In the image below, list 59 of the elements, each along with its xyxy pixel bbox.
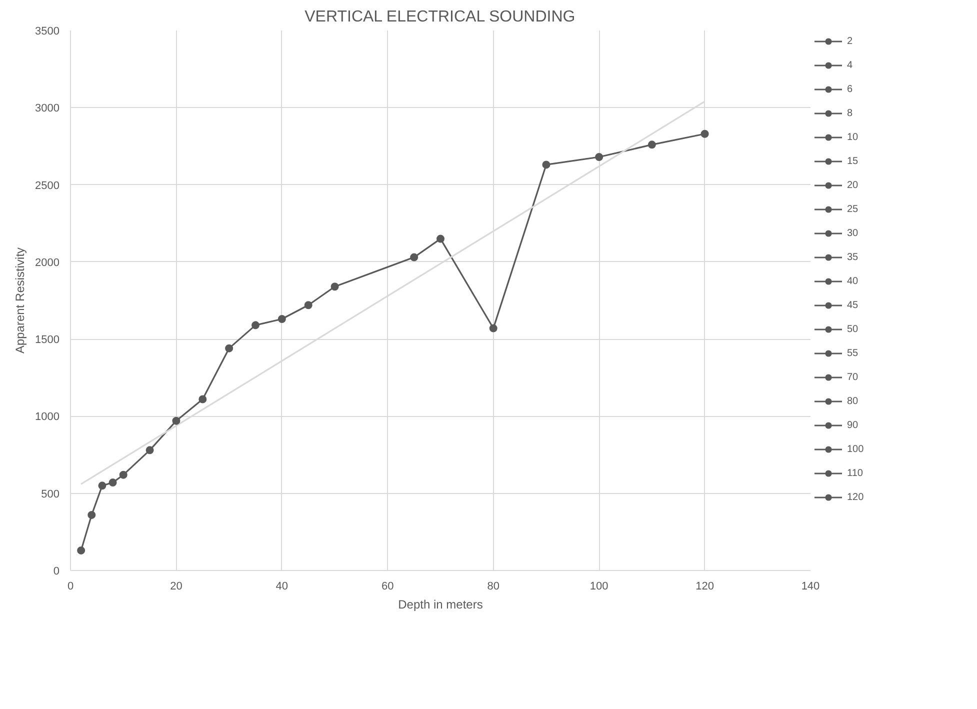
- legend-label: 35: [847, 250, 860, 264]
- legend-label: 80: [847, 394, 860, 408]
- point: [330, 282, 339, 291]
- point: [436, 234, 444, 243]
- y-tick-label: 1500: [35, 334, 60, 346]
- legend-label: 120: [847, 490, 865, 504]
- point: [198, 395, 207, 404]
- x-tick-label: 20: [170, 580, 182, 592]
- x-tick-label: 60: [382, 580, 394, 592]
- point: [489, 324, 498, 332]
- legend-label: 6: [847, 82, 854, 96]
- y-tick-label: 2500: [35, 180, 60, 192]
- point: [172, 416, 180, 425]
- y-tick-label: 3500: [35, 26, 60, 38]
- point: [278, 315, 286, 324]
- legend-label: 50: [847, 322, 860, 336]
- y-tick-label: 2000: [35, 256, 60, 269]
- point: [410, 253, 418, 262]
- point: [542, 160, 550, 169]
- legend-label: 40: [847, 274, 860, 288]
- x-tick-label: 40: [276, 580, 288, 592]
- y-tick-label: 0: [53, 566, 60, 578]
- point: [648, 140, 656, 149]
- y-tick-label: 3000: [35, 102, 60, 115]
- point: [304, 301, 312, 310]
- y-axis-title: Apparent Resistivity: [13, 247, 28, 354]
- x-tick-label: 120: [696, 580, 714, 592]
- legend-label: 4: [847, 58, 854, 72]
- legend-label: 70: [847, 370, 860, 384]
- legend-label: 100: [847, 442, 865, 456]
- point: [119, 470, 128, 479]
- point: [146, 446, 154, 454]
- x-axis-title: Depth in meters: [398, 598, 483, 612]
- point: [252, 321, 260, 330]
- point: [700, 130, 709, 138]
- legend-label: 30: [847, 226, 860, 240]
- legend-label: 20: [847, 178, 860, 192]
- x-tick-label: 80: [487, 580, 500, 592]
- x-tick-label: 0: [67, 580, 74, 592]
- y-tick-label: 1000: [35, 411, 60, 424]
- point: [108, 478, 117, 487]
- y-tick-label: 500: [41, 488, 60, 500]
- legend-label: 25: [847, 202, 860, 216]
- legend-label: 10: [847, 130, 860, 144]
- point: [595, 153, 604, 162]
- chart-title: VERTICAL ELECTRICAL SOUNDING: [304, 8, 576, 26]
- point: [98, 482, 106, 490]
- legend-label: 2: [847, 34, 854, 48]
- x-tick-label: 140: [801, 580, 820, 592]
- point: [77, 546, 86, 554]
- legend-label: 15: [847, 154, 860, 168]
- x-tick-label: 100: [590, 580, 608, 592]
- legend-label: 8: [847, 106, 854, 120]
- legend-label: 55: [847, 346, 860, 360]
- point: [88, 510, 96, 519]
- legend-label: 110: [847, 466, 864, 480]
- legend-label: 90: [847, 418, 860, 432]
- point: [225, 344, 234, 352]
- legend-label: 45: [847, 298, 860, 312]
